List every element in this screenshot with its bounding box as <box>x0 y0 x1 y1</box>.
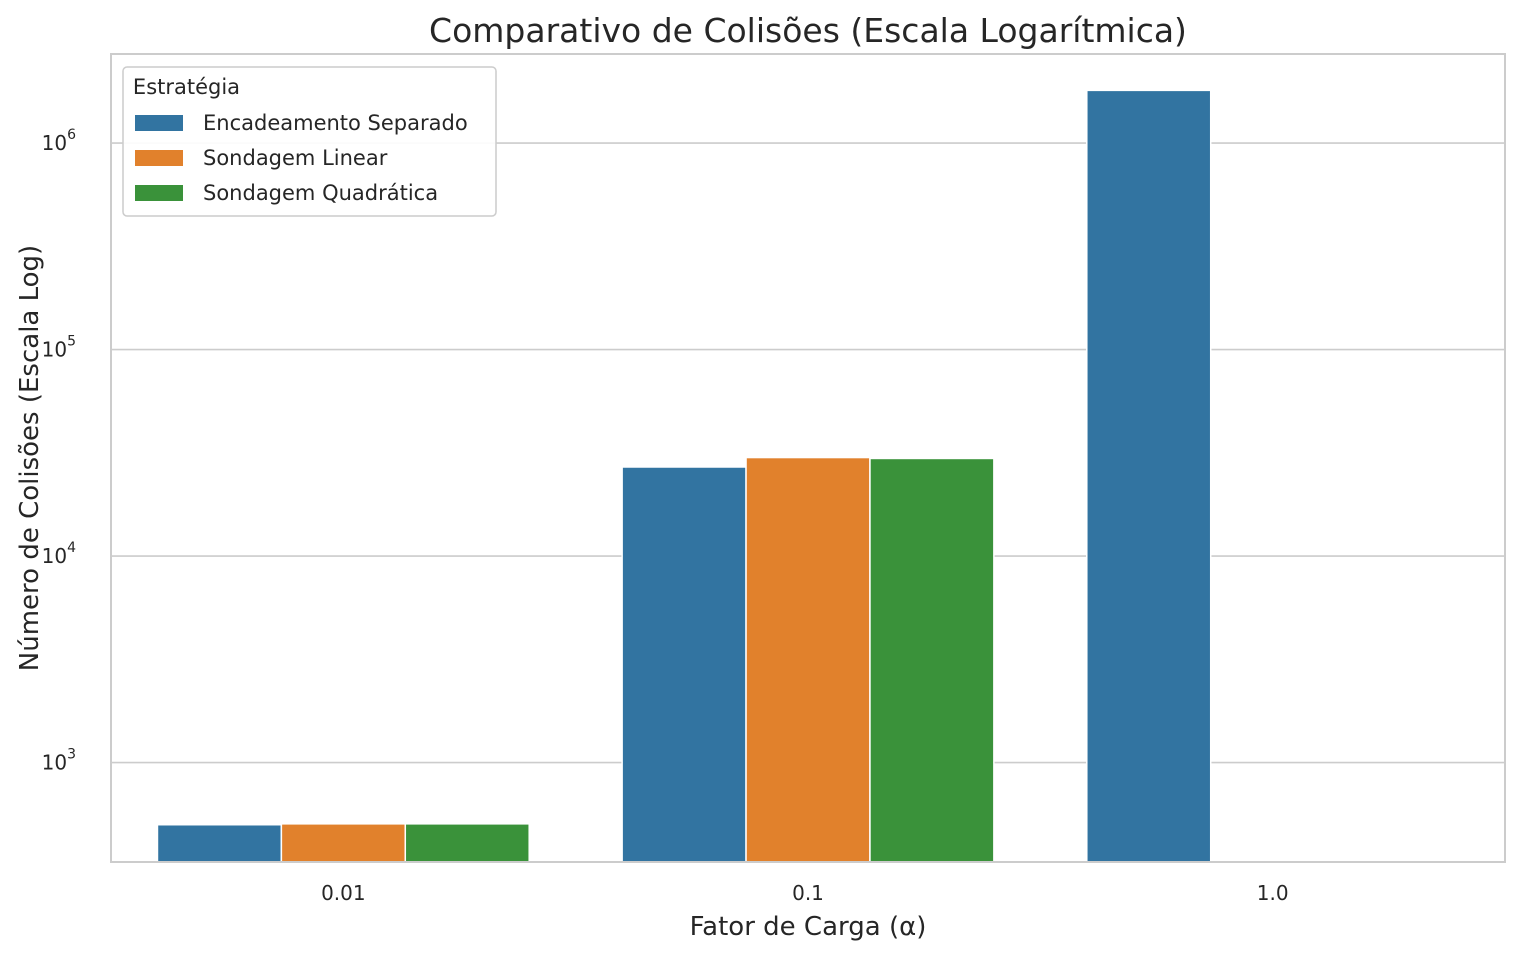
x-axis-label: Fator de Carga (α) <box>690 912 927 942</box>
legend-swatch <box>135 185 183 201</box>
bar <box>745 456 871 863</box>
bar <box>1086 89 1212 863</box>
plot-frame <box>110 53 1506 863</box>
bar <box>869 457 995 863</box>
y-tick-exponent: 4 <box>67 540 76 556</box>
x-tick-label: 0.1 <box>792 881 824 905</box>
legend-title: Estratégia <box>133 75 240 99</box>
bar <box>280 823 407 863</box>
legend-entry: Sondagem Linear <box>203 146 388 170</box>
legend-entry: Encadeamento Separado <box>203 111 468 135</box>
y-tick-label: 106 <box>42 127 76 155</box>
bar <box>621 466 747 863</box>
bar <box>156 823 283 863</box>
x-tick-label: 1.0 <box>1257 881 1289 905</box>
legend-entry: Sondagem Quadrática <box>203 181 438 205</box>
x-axis-ticks: 0.01 0.1 1.0 <box>321 881 1289 905</box>
y-tick-base: 10 <box>42 338 67 362</box>
legend-swatch <box>135 115 183 131</box>
y-tick-label: 104 <box>42 540 76 568</box>
x-tick-label: 0.01 <box>321 881 366 905</box>
y-tick-exponent: 3 <box>67 747 76 763</box>
legend-swatch <box>135 150 183 166</box>
bar <box>404 823 530 863</box>
y-tick-base: 10 <box>42 544 67 568</box>
bars <box>156 89 1212 863</box>
chart-title: Comparativo de Colisões (Escala Logarítm… <box>429 11 1187 50</box>
y-axis-label: Número de Colisões (Escala Log) <box>15 245 45 671</box>
y-tick-exponent: 5 <box>67 334 76 350</box>
y-tick-label: 103 <box>42 747 76 775</box>
legend-box <box>122 66 497 217</box>
y-tick-exponent: 6 <box>67 127 76 143</box>
y-tick-base: 10 <box>42 751 67 775</box>
y-tick-label: 105 <box>42 334 76 362</box>
y-tick-base: 10 <box>42 131 67 155</box>
legend: Estratégia Encadeamento Separado Sondagem … <box>122 66 497 217</box>
